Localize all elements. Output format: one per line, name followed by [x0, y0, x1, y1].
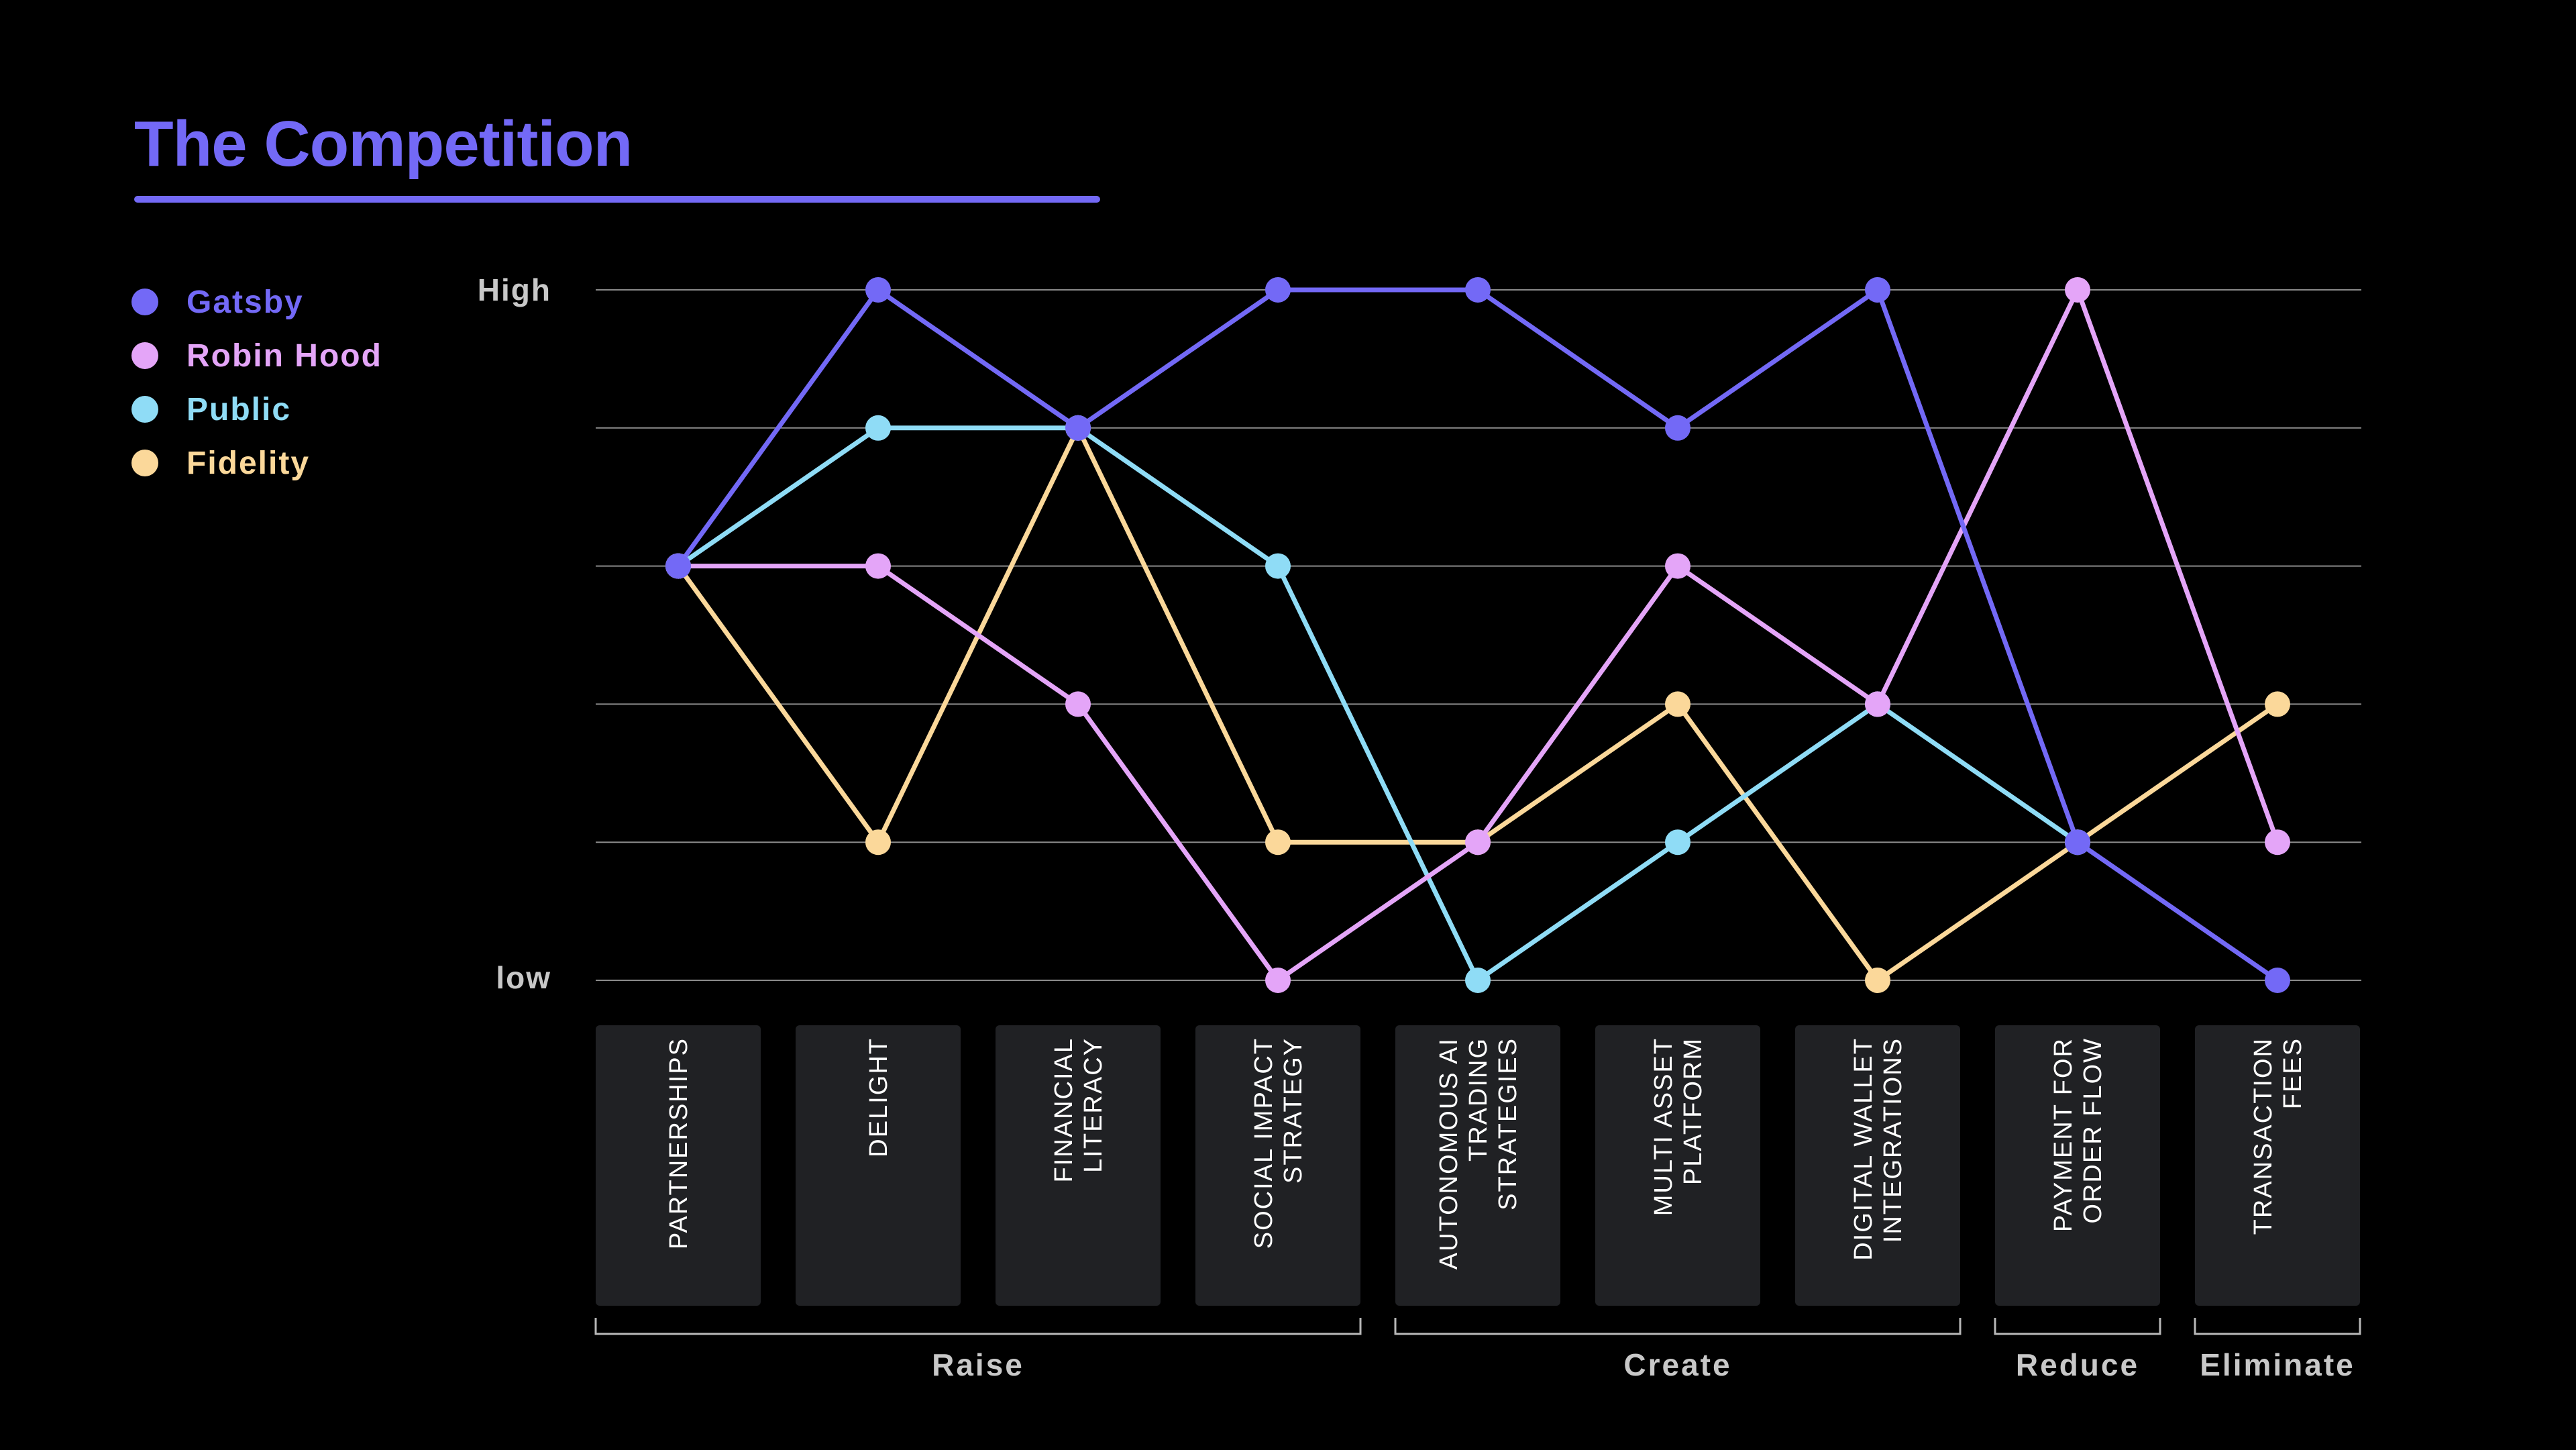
group-create: Create: [1394, 1318, 1962, 1382]
point-fidelity-digital-wallet-integrations: [1865, 968, 1890, 993]
point-robin-hood-payment-for-order-flow: [2065, 277, 2090, 303]
point-gatsby-digital-wallet-integrations: [1865, 277, 1890, 303]
point-robin-hood-delight: [865, 553, 891, 579]
group-bracket: [594, 1318, 1362, 1335]
category-payment-for-order-flow: PAYMENT FORORDER FLOW: [1995, 1025, 2160, 1306]
group-raise: Raise: [594, 1318, 1362, 1382]
title-underline: [134, 196, 1100, 203]
point-gatsby-transaction-fees: [2265, 968, 2290, 993]
point-robin-hood-multi-asset-platform: [1665, 553, 1690, 579]
legend-label: Public: [186, 391, 292, 427]
group-bracket: [2194, 1318, 2361, 1335]
category-box: [2195, 1025, 2360, 1306]
category-boxes: PARTNERSHIPS DELIGHT FINANCIALLITERACY SOCI…: [596, 1025, 2360, 1306]
category-groups: Raise Create Reduce Eliminate: [594, 1318, 2361, 1382]
category-delight: DELIGHT: [796, 1025, 961, 1306]
group-bracket: [1994, 1318, 2161, 1335]
category-financial-literacy: FINANCIALLITERACY: [996, 1025, 1161, 1306]
legend-marker: [131, 289, 158, 315]
y-label-low: low: [496, 960, 551, 995]
point-gatsby-social-impact-strategy: [1265, 277, 1291, 303]
category-label: SOCIAL IMPACTSTRATEGY: [1250, 1037, 1307, 1249]
category-partnerships: PARTNERSHIPS: [596, 1025, 761, 1306]
point-gatsby-financial-literacy: [1065, 415, 1091, 441]
point-gatsby-delight: [865, 277, 891, 303]
category-label: MULTI ASSETPLATFORM: [1650, 1037, 1707, 1216]
point-fidelity-delight: [865, 829, 891, 856]
legend-item-gatsby: Gatsby: [131, 275, 382, 329]
category-social-impact-strategy: SOCIAL IMPACTSTRATEGY: [1195, 1025, 1360, 1306]
category-autonomous-ai-trading-strategies: AUTONOMOUS AITRADINGSTRATEGIES: [1395, 1025, 1560, 1306]
category-box: [596, 1025, 761, 1306]
category-label: PAYMENT FORORDER FLOW: [2049, 1037, 2107, 1232]
point-robin-hood-digital-wallet-integrations: [1865, 691, 1890, 717]
category-digital-wallet-integrations: DIGITAL WALLETINTEGRATIONS: [1795, 1025, 1960, 1306]
point-gatsby-autonomous-ai-trading-strategies: [1465, 277, 1491, 303]
category-label: AUTONOMOUS AITRADINGSTRATEGIES: [1435, 1037, 1522, 1270]
group-eliminate: Eliminate: [2194, 1318, 2361, 1382]
point-robin-hood-autonomous-ai-trading-strategies: [1465, 829, 1491, 856]
category-label: FINANCIALLITERACY: [1050, 1037, 1108, 1182]
point-fidelity-social-impact-strategy: [1265, 829, 1291, 856]
point-robin-hood-transaction-fees: [2265, 829, 2290, 856]
legend-marker: [131, 396, 158, 423]
legend: Gatsby Robin Hood Public Fidelity: [131, 275, 382, 490]
series-points: [665, 277, 2290, 993]
point-robin-hood-financial-literacy: [1065, 691, 1091, 717]
point-public-autonomous-ai-trading-strategies: [1465, 968, 1491, 993]
legend-label: Fidelity: [186, 445, 311, 481]
group-bracket: [1394, 1318, 1962, 1335]
category-box: [996, 1025, 1161, 1306]
point-gatsby-partnerships: [665, 553, 691, 579]
group-label: Create: [1623, 1347, 1731, 1382]
category-box: [1795, 1025, 1960, 1306]
category-transaction-fees: TRANSACTIONFEES: [2195, 1025, 2360, 1306]
category-box: [1195, 1025, 1360, 1306]
category-label: PARTNERSHIPS: [665, 1037, 693, 1249]
series-line-gatsby: [676, 287, 2280, 983]
legend-label: Robin Hood: [186, 338, 382, 374]
group-label: Eliminate: [2200, 1347, 2355, 1382]
group-reduce: Reduce: [1994, 1318, 2161, 1382]
category-box: [796, 1025, 961, 1306]
point-public-delight: [865, 415, 891, 441]
group-label: Raise: [932, 1347, 1024, 1382]
legend-item-public: Public: [131, 382, 382, 436]
point-fidelity-transaction-fees: [2265, 691, 2290, 717]
category-label: TRANSACTIONFEES: [2249, 1037, 2307, 1235]
category-multi-asset-platform: MULTI ASSETPLATFORM: [1595, 1025, 1760, 1306]
page-title: The Competition: [134, 108, 633, 180]
point-public-social-impact-strategy: [1265, 553, 1291, 579]
category-label: DIGITAL WALLETINTEGRATIONS: [1849, 1037, 1907, 1261]
y-label-high: High: [478, 272, 551, 307]
series-line-robin-hood: [676, 287, 2280, 983]
legend-marker: [131, 342, 158, 369]
legend-item-fidelity: Fidelity: [131, 436, 382, 490]
group-label: Reduce: [2016, 1347, 2139, 1382]
category-box: [1395, 1025, 1560, 1306]
legend-item-robin-hood: Robin Hood: [131, 329, 382, 382]
legend-marker: [131, 450, 158, 476]
series-line-public: [676, 425, 2080, 983]
point-public-multi-asset-platform: [1665, 829, 1690, 856]
category-label: DELIGHT: [865, 1037, 893, 1157]
point-robin-hood-social-impact-strategy: [1265, 968, 1291, 993]
category-box: [1995, 1025, 2160, 1306]
chart-gridlines: [596, 289, 2361, 981]
category-box: [1595, 1025, 1760, 1306]
point-gatsby-payment-for-order-flow: [2065, 829, 2090, 856]
y-axis-labels: High low: [478, 272, 551, 995]
point-gatsby-multi-asset-platform: [1665, 415, 1690, 441]
series-lines: [676, 287, 2280, 983]
legend-label: Gatsby: [186, 284, 304, 320]
point-fidelity-multi-asset-platform: [1665, 691, 1690, 717]
